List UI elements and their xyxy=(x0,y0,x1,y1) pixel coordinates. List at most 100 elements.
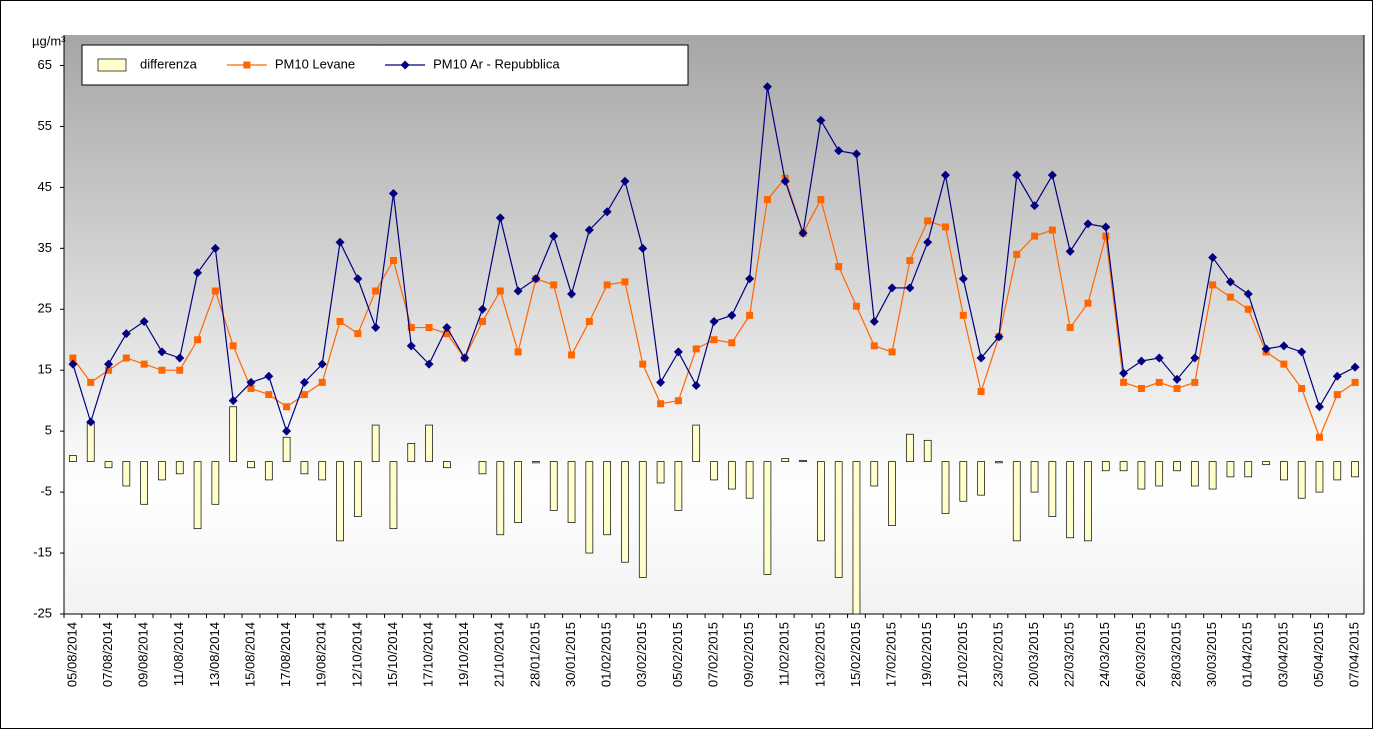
bar xyxy=(959,461,968,502)
bar xyxy=(425,424,433,462)
point xyxy=(1102,232,1110,240)
point xyxy=(994,332,1004,342)
point xyxy=(585,317,593,325)
point xyxy=(158,366,166,374)
point xyxy=(620,176,630,186)
point xyxy=(1012,170,1022,180)
y-tick-label: 5 xyxy=(45,423,52,438)
bar xyxy=(122,461,131,487)
x-tick-label: 07/02/2015 xyxy=(705,622,720,687)
point xyxy=(1083,219,1093,229)
point xyxy=(1209,281,1217,289)
bar xyxy=(816,461,825,542)
bar xyxy=(567,461,576,523)
point xyxy=(424,359,434,369)
point xyxy=(870,342,878,350)
point xyxy=(477,304,487,314)
bar xyxy=(906,433,914,462)
x-tick-label: 17/10/2014 xyxy=(421,622,436,687)
point xyxy=(371,323,381,333)
bar xyxy=(727,461,736,490)
bar xyxy=(870,461,879,487)
bar xyxy=(247,461,255,469)
bar xyxy=(443,461,451,469)
bar xyxy=(264,461,273,481)
x-tick-label: 19/02/2015 xyxy=(919,622,934,687)
point xyxy=(336,317,344,325)
point xyxy=(157,347,167,357)
point xyxy=(958,274,968,284)
point xyxy=(460,353,470,363)
y-tick-label: -5 xyxy=(40,484,52,499)
y-tick-label: 15 xyxy=(38,362,52,377)
x-tick-label: 11/02/2015 xyxy=(777,622,792,686)
point xyxy=(959,311,967,319)
point xyxy=(746,311,754,319)
x-tick-label: 17/02/2015 xyxy=(884,622,899,687)
point xyxy=(229,342,237,350)
bar xyxy=(1280,461,1288,481)
bar xyxy=(496,461,505,536)
bar xyxy=(407,442,416,462)
legend-box xyxy=(81,44,689,86)
point xyxy=(531,274,541,284)
point xyxy=(1136,356,1146,366)
point xyxy=(602,207,612,217)
bar xyxy=(995,461,1003,464)
bar xyxy=(229,406,238,462)
x-tick-label: 19/10/2014 xyxy=(456,622,471,687)
point xyxy=(1208,252,1218,262)
bar xyxy=(656,461,665,484)
bar xyxy=(621,461,629,563)
legend-label: PM10 Levane xyxy=(275,56,355,71)
x-tick-label: 15/08/2014 xyxy=(242,622,257,687)
point xyxy=(105,366,113,374)
bar xyxy=(514,461,522,523)
point xyxy=(1191,378,1199,386)
point xyxy=(887,283,897,293)
point xyxy=(568,351,576,359)
point xyxy=(924,217,932,225)
point xyxy=(425,324,433,332)
x-tick-label: 03/04/2015 xyxy=(1275,622,1290,687)
bar xyxy=(781,458,790,462)
x-tick-label: 03/02/2015 xyxy=(634,622,649,687)
x-tick-label: 20/03/2015 xyxy=(1026,622,1041,687)
x-tick-label: 22/03/2015 xyxy=(1062,622,1077,687)
x-tick-label: 05/08/2014 xyxy=(64,622,79,687)
point xyxy=(69,354,77,362)
point xyxy=(1013,250,1021,258)
point xyxy=(567,289,577,299)
x-tick-label: 13/02/2015 xyxy=(812,622,827,687)
point xyxy=(762,82,772,92)
point xyxy=(1119,368,1129,378)
point xyxy=(246,377,256,387)
point xyxy=(977,388,985,396)
point xyxy=(1048,226,1056,234)
y-tick-label: 35 xyxy=(38,240,52,255)
point xyxy=(176,366,184,374)
bar xyxy=(923,439,932,462)
point xyxy=(140,360,148,368)
point xyxy=(1101,222,1111,232)
point xyxy=(1243,289,1253,299)
point xyxy=(193,268,203,278)
bar xyxy=(1262,461,1270,466)
y-axis-unit: µg/m³ xyxy=(32,33,66,48)
point xyxy=(835,263,843,271)
point xyxy=(247,384,255,392)
point xyxy=(87,378,95,386)
point xyxy=(817,196,825,204)
point xyxy=(621,278,629,286)
x-tick-label: 07/08/2014 xyxy=(100,622,115,687)
point xyxy=(780,176,790,186)
point xyxy=(674,397,682,405)
point xyxy=(1298,384,1306,392)
point xyxy=(657,400,665,408)
point xyxy=(1280,360,1288,368)
point xyxy=(639,360,647,368)
bar xyxy=(478,461,487,475)
bar xyxy=(86,421,95,462)
point xyxy=(852,302,860,310)
